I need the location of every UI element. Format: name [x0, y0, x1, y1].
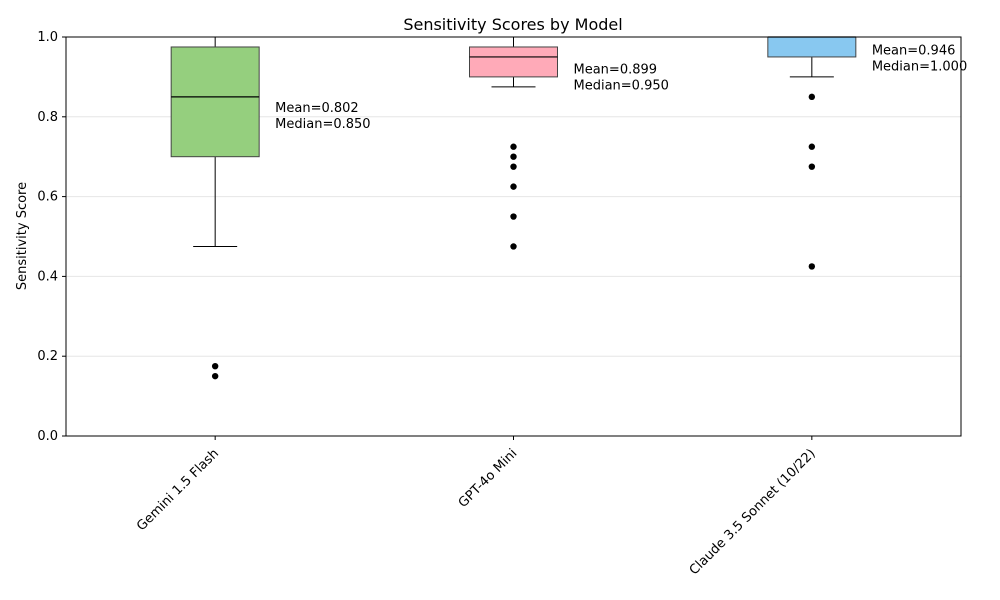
outlier-point	[510, 163, 517, 170]
outlier-point	[808, 93, 816, 101]
y-tick-label: 0.0	[37, 429, 58, 444]
outlier-point	[510, 143, 517, 150]
mean-annotation: Mean=0.899	[574, 62, 658, 77]
y-tick-label: 1.0	[37, 30, 58, 45]
x-tick-label: Gemini 1.5 Flash	[134, 446, 222, 534]
box	[170, 46, 260, 158]
mean-annotation: Mean=0.802	[275, 101, 359, 116]
outlier-point	[808, 143, 816, 150]
y-tick-label: 0.8	[37, 110, 58, 125]
y-tick-label: 0.6	[37, 190, 58, 205]
outlier-point	[808, 163, 816, 170]
chart-title: Sensitivity Scores by Model	[403, 15, 622, 34]
outlier-point	[510, 153, 517, 160]
outlier-point	[510, 213, 517, 220]
median-annotation: Median=0.850	[275, 117, 370, 132]
mean-annotation: Mean=0.946	[872, 44, 956, 59]
median-annotation: Median=1.000	[872, 60, 967, 75]
box	[469, 46, 558, 78]
outlier-point	[211, 362, 219, 370]
x-tick-label: GPT-4o Mini	[456, 446, 521, 511]
box	[767, 36, 857, 58]
y-axis-label: Sensitivity Score	[15, 182, 30, 290]
outlier-point	[510, 243, 517, 250]
outlier-point	[808, 263, 816, 270]
y-tick-label: 0.2	[37, 349, 58, 364]
y-tick-label: 0.4	[37, 269, 58, 284]
outlier-point	[211, 372, 219, 380]
median-annotation: Median=0.950	[574, 78, 669, 93]
outlier-point	[510, 183, 517, 190]
x-tick-label: Claude 3.5 Sonnet (10/22)	[687, 446, 819, 578]
